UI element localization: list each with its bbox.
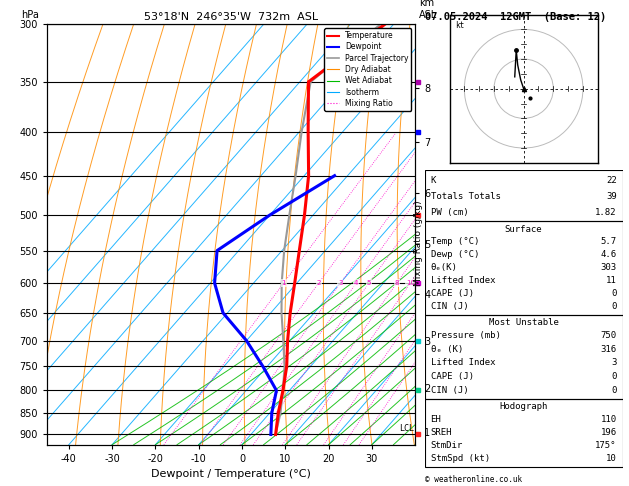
Text: 10: 10 [406,280,415,286]
Text: θₑ (K): θₑ (K) [430,345,463,354]
Text: 07.05.2024  12GMT  (Base: 12): 07.05.2024 12GMT (Base: 12) [425,12,606,22]
Text: Totals Totals: Totals Totals [430,192,501,201]
Text: 196: 196 [601,428,617,437]
Text: Surface: Surface [505,225,542,234]
Text: 22: 22 [606,176,617,186]
Text: 0: 0 [611,386,617,395]
Text: StmSpd (kt): StmSpd (kt) [430,454,489,464]
Text: 0: 0 [611,302,617,311]
Bar [425,222,623,315]
Text: 750: 750 [601,331,617,340]
Text: 0: 0 [611,372,617,381]
Text: 3: 3 [338,280,343,286]
Text: 2: 2 [316,280,321,286]
Text: Mixing Ratio (g/kg): Mixing Ratio (g/kg) [414,200,423,286]
Text: 10: 10 [606,454,617,464]
Text: 8: 8 [394,280,399,286]
Title: 53°18'N  246°35'W  732m  ASL: 53°18'N 246°35'W 732m ASL [144,12,318,22]
Text: 11: 11 [606,276,617,285]
Bar [425,315,623,399]
Text: 0: 0 [611,289,617,298]
Legend: Temperature, Dewpoint, Parcel Trajectory, Dry Adiabat, Wet Adiabat, Isotherm, Mi: Temperature, Dewpoint, Parcel Trajectory… [324,28,411,111]
Text: 3: 3 [611,359,617,367]
Text: CIN (J): CIN (J) [430,302,468,311]
Text: LCL: LCL [399,424,414,433]
Text: SREH: SREH [430,428,452,437]
Text: Lifted Index: Lifted Index [430,276,495,285]
Text: 5.7: 5.7 [601,237,617,246]
Text: PW (cm): PW (cm) [430,208,468,217]
X-axis label: Dewpoint / Temperature (°C): Dewpoint / Temperature (°C) [151,469,311,479]
Text: K: K [430,176,436,186]
Text: kt: kt [455,20,465,30]
Text: Lifted Index: Lifted Index [430,359,495,367]
Text: 4.6: 4.6 [601,250,617,260]
Text: © weatheronline.co.uk: © weatheronline.co.uk [425,474,521,484]
Text: Temp (°C): Temp (°C) [430,237,479,246]
Text: CIN (J): CIN (J) [430,386,468,395]
Text: EH: EH [430,415,442,424]
Text: hPa: hPa [21,10,39,20]
Text: StmDir: StmDir [430,441,463,450]
Text: CAPE (J): CAPE (J) [430,289,474,298]
Text: Hodograph: Hodograph [499,402,548,411]
Text: 39: 39 [606,192,617,201]
Text: Dewp (°C): Dewp (°C) [430,250,479,260]
Bar [425,170,623,222]
Text: 1: 1 [281,280,286,286]
Text: 316: 316 [601,345,617,354]
Text: Pressure (mb): Pressure (mb) [430,331,501,340]
Text: 303: 303 [601,263,617,272]
Text: 110: 110 [601,415,617,424]
Text: 175°: 175° [595,441,617,450]
Text: θₑ(K): θₑ(K) [430,263,457,272]
Text: 1.82: 1.82 [595,208,617,217]
Text: km
ASL: km ASL [419,0,437,20]
Text: Most Unstable: Most Unstable [489,318,559,327]
Bar [425,399,623,467]
Text: CAPE (J): CAPE (J) [430,372,474,381]
Text: 5: 5 [367,280,371,286]
Text: 4: 4 [354,280,359,286]
